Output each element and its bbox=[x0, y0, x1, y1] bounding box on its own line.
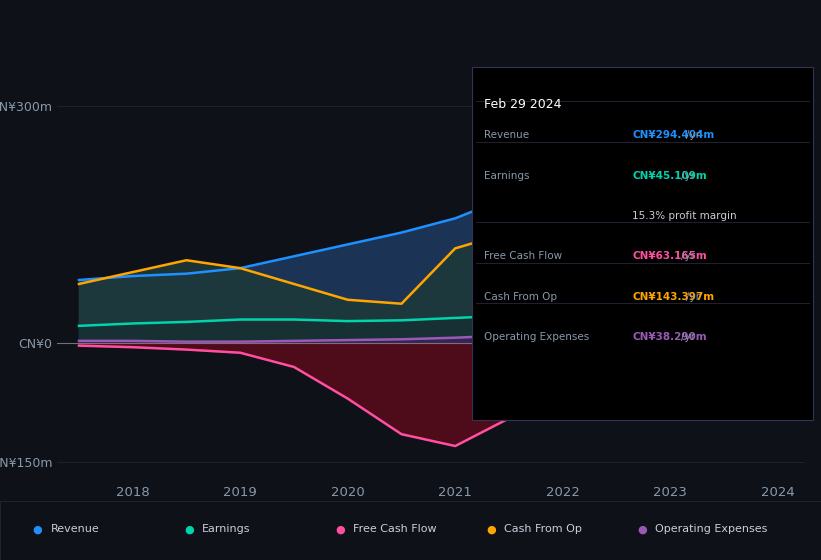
Text: Earnings: Earnings bbox=[202, 524, 250, 534]
Text: CN¥143.397m: CN¥143.397m bbox=[632, 292, 714, 302]
Text: /yr: /yr bbox=[686, 292, 700, 302]
Text: Free Cash Flow: Free Cash Flow bbox=[484, 251, 562, 262]
Text: Operating Expenses: Operating Expenses bbox=[484, 332, 589, 342]
Text: ●: ● bbox=[184, 524, 194, 534]
Text: Free Cash Flow: Free Cash Flow bbox=[353, 524, 437, 534]
Text: /yr: /yr bbox=[686, 130, 700, 141]
Text: ●: ● bbox=[637, 524, 647, 534]
Text: /yr: /yr bbox=[681, 171, 695, 181]
Text: Earnings: Earnings bbox=[484, 171, 530, 181]
Text: Revenue: Revenue bbox=[484, 130, 530, 141]
Text: CN¥45.109m: CN¥45.109m bbox=[632, 171, 707, 181]
Text: 15.3% profit margin: 15.3% profit margin bbox=[632, 211, 736, 221]
Text: CN¥63.165m: CN¥63.165m bbox=[632, 251, 707, 262]
Text: Operating Expenses: Operating Expenses bbox=[655, 524, 768, 534]
Text: Cash From Op: Cash From Op bbox=[504, 524, 582, 534]
Text: ●: ● bbox=[486, 524, 496, 534]
Text: CN¥294.404m: CN¥294.404m bbox=[632, 130, 714, 141]
Text: Cash From Op: Cash From Op bbox=[484, 292, 557, 302]
Text: Feb 29 2024: Feb 29 2024 bbox=[484, 98, 562, 111]
Text: ●: ● bbox=[335, 524, 345, 534]
Text: ●: ● bbox=[33, 524, 43, 534]
Text: /yr: /yr bbox=[681, 251, 695, 262]
Text: /yr: /yr bbox=[681, 332, 695, 342]
Text: Revenue: Revenue bbox=[51, 524, 99, 534]
Text: CN¥38.290m: CN¥38.290m bbox=[632, 332, 707, 342]
